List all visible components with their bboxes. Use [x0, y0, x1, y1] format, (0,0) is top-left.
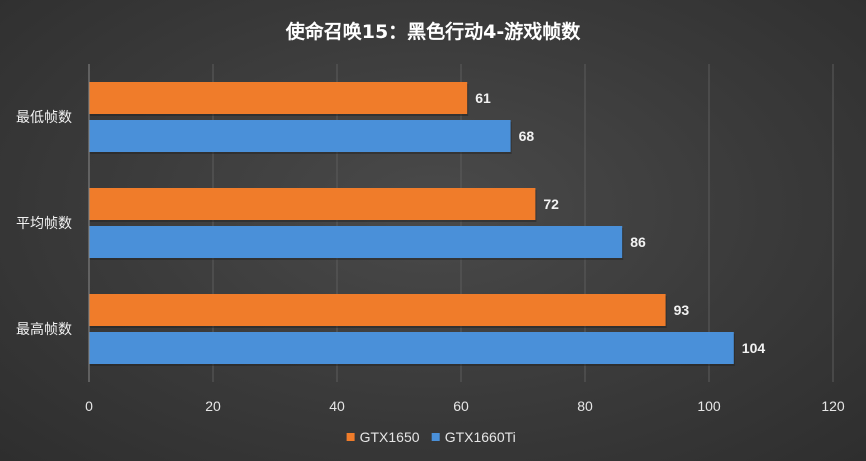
legend-label: GTX1650: [360, 429, 420, 445]
x-tick-label: 60: [453, 398, 469, 414]
category-label: 最高帧数: [16, 321, 72, 338]
data-label: 104: [742, 340, 766, 356]
grid-lines: [212, 64, 834, 382]
legend-swatch: [431, 433, 440, 441]
data-label: 93: [674, 302, 690, 318]
x-tick-label: 80: [577, 398, 593, 414]
x-tick-label: 40: [329, 398, 345, 414]
data-label: 61: [475, 90, 491, 106]
chart-title: 使命召唤15：黑色行动4-游戏帧数: [285, 20, 582, 43]
bars: 61 68 72 86 93 104: [89, 82, 765, 366]
data-label: 86: [630, 234, 646, 250]
bar-gtx1660ti: [89, 120, 511, 152]
x-tick-label: 100: [697, 398, 721, 414]
bar-gtx1650: [89, 82, 468, 114]
data-label: 68: [519, 128, 535, 144]
legend-label: GTX1660Ti: [445, 429, 516, 445]
bar-gtx1660ti: [89, 332, 734, 364]
bar-gtx1650: [89, 188, 536, 220]
x-tick-label: 0: [85, 398, 93, 414]
data-label: 72: [543, 196, 559, 212]
category-label: 平均帧数: [16, 216, 72, 232]
category-label: 最低帧数: [16, 110, 72, 126]
bar-gtx1650: [89, 294, 666, 326]
x-tick-label: 120: [821, 398, 845, 414]
bar-gtx1660ti: [89, 226, 623, 258]
x-tick-label: 20: [205, 398, 221, 414]
legend-swatch: [346, 433, 355, 441]
legend: GTX1650 GTX1660Ti: [346, 429, 516, 445]
